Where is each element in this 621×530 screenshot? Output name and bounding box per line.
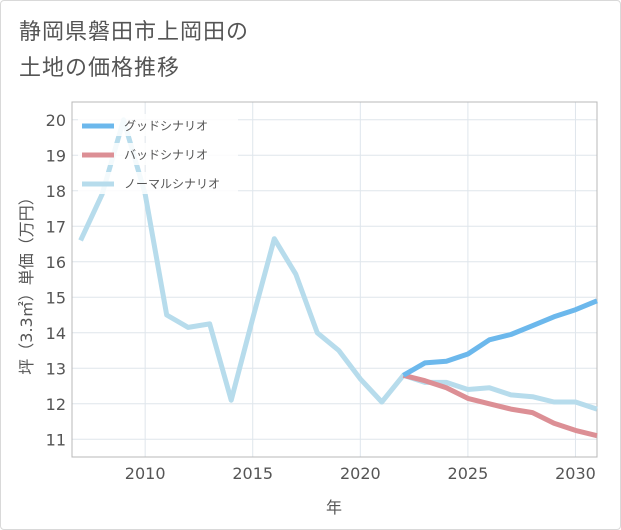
y-axis-label: 坪（3.3㎡）単価（万円） — [17, 189, 36, 374]
y-tick-label: 20 — [46, 111, 66, 130]
y-tick-label: 17 — [46, 217, 66, 236]
chart-title-line2: 土地の価格推移 — [19, 56, 181, 81]
series-line-2 — [402, 372, 598, 439]
x-axis-label: 年 — [326, 498, 342, 517]
series-line-1 — [402, 298, 598, 378]
x-tick-label: 2020 — [340, 464, 381, 483]
y-tick-label: 14 — [46, 324, 66, 343]
x-tick-label: 2010 — [125, 464, 166, 483]
chart-title-line1: 静岡県磐田市上岡田の — [19, 20, 250, 45]
x-tick-label: 2015 — [232, 464, 273, 483]
y-tick-label: 19 — [46, 146, 66, 165]
x-tick-label: 2030 — [555, 464, 596, 483]
legend-backdrop — [78, 114, 238, 136]
y-axis-ticks: 11 12 13 14 15 16 17 18 19 20 — [46, 111, 66, 450]
series-line-3 — [78, 117, 598, 412]
y-tick-label: 18 — [46, 182, 66, 201]
y-tick-label: 16 — [46, 253, 66, 272]
legend-label: ノーマルシナリオ — [124, 177, 220, 191]
y-tick-label: 12 — [46, 395, 66, 414]
y-tick-label: 13 — [46, 359, 66, 378]
legend-label: バッドシナリオ — [124, 148, 208, 162]
chart-title: 静岡県磐田市上岡田の 土地の価格推移 — [19, 15, 249, 87]
series-layer — [78, 117, 598, 439]
x-axis-ticks: 2010 2015 2020 2025 2030 — [125, 464, 596, 483]
x-tick-label: 2025 — [448, 464, 489, 483]
legend-label: グッドシナリオ — [124, 119, 208, 133]
plot-frame — [71, 101, 598, 458]
y-tick-label: 15 — [46, 288, 66, 307]
y-tick-label: 11 — [46, 430, 66, 449]
legend-backdrop — [78, 172, 238, 194]
legend-backdrop — [78, 143, 238, 165]
